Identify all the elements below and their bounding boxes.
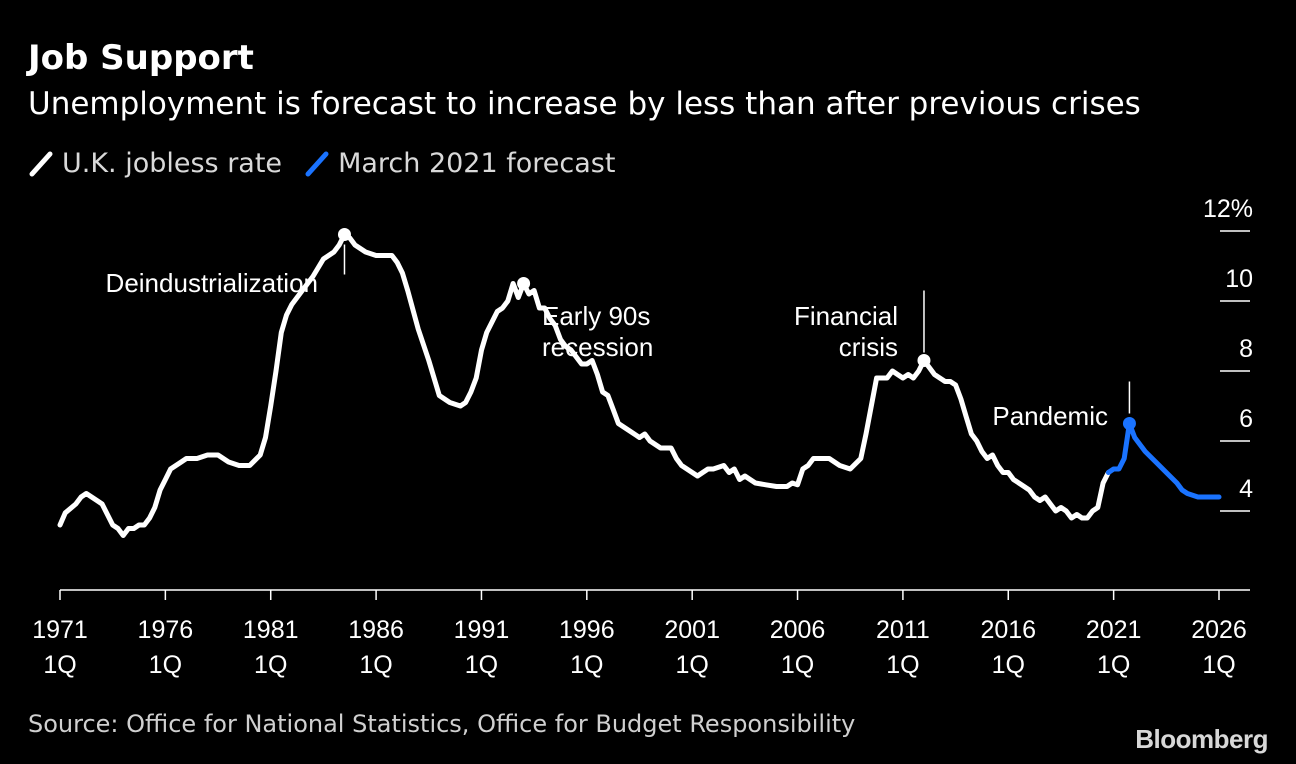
y-tick-label: 4 [1239,475,1253,503]
annotation-label: Financial [794,301,898,331]
x-tick-label: 1976 [138,616,194,644]
x-tick-label: 2016 [980,616,1036,644]
annotation-label: Pandemic [992,401,1108,431]
annotation-marker [1122,417,1136,430]
annotation-label: Deindustrialization [106,268,318,298]
x-tick-label: 1981 [243,616,299,644]
x-tick-label: 1Q [254,651,287,679]
x-tick-label: 1Q [1202,651,1235,679]
legend-label-forecast: March 2021 forecast [338,148,616,179]
x-tick-label: 2021 [1086,616,1142,644]
x-tick-label: 2006 [770,616,826,644]
series-lines [57,232,1222,538]
legend-item-forecast: March 2021 forecast [304,148,615,179]
x-tick-label: 1Q [886,651,919,679]
axes: 12% 10 8 6 4 1971 1Q 1976 1Q 1981 1Q 1986 1Q 1991 1Q 19… [32,195,1253,679]
annotation-marker [337,228,351,241]
annotation-label: crisis [839,332,898,362]
x-tick-label: 1Q [570,651,603,679]
x-tick-label: 1Q [1097,651,1130,679]
legend-label-jobless-rate: U.K. jobless rate [62,148,283,179]
annotation-marker [517,277,531,290]
x-tick-label: 2026 [1191,616,1247,644]
legend: U.K. jobless rate March 2021 forecast [28,148,637,179]
annotation-label: Early 90s [542,301,650,331]
legend-item-jobless-rate: U.K. jobless rate [28,148,282,179]
x-tick-label: 2011 [876,616,930,644]
chart-title: Job Support [28,38,254,78]
x-tick-label: 1Q [149,651,182,679]
legend-swatch-white-icon [29,151,53,176]
y-tick-label: 8 [1239,335,1253,363]
legend-swatch-blue-icon [305,151,329,176]
grid-lines [1220,230,1250,512]
x-tick-label: 1996 [559,616,615,644]
y-tick-label: 6 [1239,405,1253,433]
x-tick-label: 1Q [676,651,709,679]
source-note: Source: Office for National Statistics, … [28,710,856,738]
x-tick-label: 1986 [348,616,404,644]
forecast-line [1105,421,1222,500]
y-tick-label: 10 [1225,265,1253,293]
x-tick-label: 1Q [359,651,392,679]
x-tick-label: 1Q [465,651,498,679]
x-tick-label: 1971 [32,616,88,644]
x-tick-label: 2001 [664,616,720,644]
bloomberg-logo: Bloomberg [1135,724,1268,754]
annotation-label: recession [542,332,653,362]
x-tick-label: 1Q [781,651,814,679]
jobless-rate-line [57,232,1111,538]
x-tick-label: 1Q [43,651,76,679]
x-tick-label: 1Q [992,651,1025,679]
x-tick-label: 1991 [454,616,510,644]
annotation-marker [917,354,931,367]
y-tick-label: 12% [1203,195,1253,223]
chart-subtitle: Unemployment is forecast to increase by … [28,86,1141,122]
